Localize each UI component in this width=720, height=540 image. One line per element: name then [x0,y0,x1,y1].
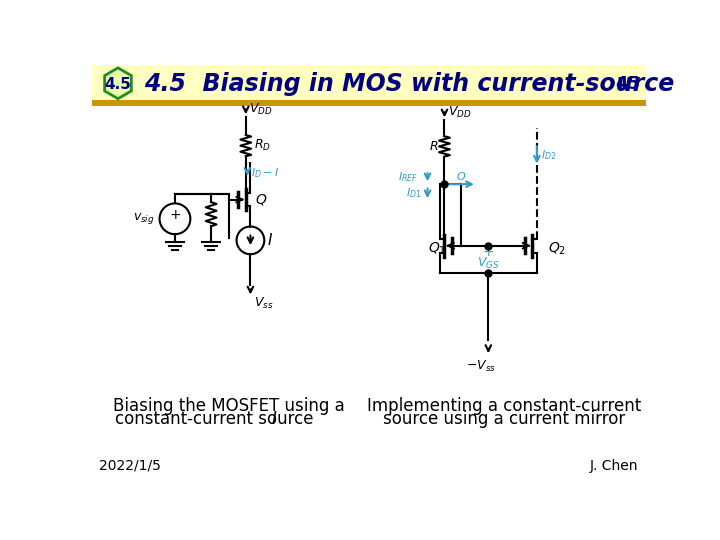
Text: $O$: $O$ [456,171,467,183]
Text: Biasing the MOSFET using a: Biasing the MOSFET using a [113,397,345,415]
Text: 4.5: 4.5 [104,77,132,92]
Text: $V_{DD}$: $V_{DD}$ [249,102,272,117]
Text: source using a current mirror: source using a current mirror [382,410,625,428]
Text: $R_D$: $R_D$ [253,138,271,153]
Text: $Q_1$: $Q_1$ [428,241,446,257]
Text: Implementing a constant-current: Implementing a constant-current [366,397,641,415]
Text: $v_{sig}$: $v_{sig}$ [133,211,155,226]
Text: $I$: $I$ [267,232,274,248]
Text: $I_{REF}$: $I_{REF}$ [398,170,418,184]
Text: $Q$: $Q$ [255,192,267,207]
Text: $Q_2$: $Q_2$ [548,241,566,257]
Text: +: + [482,245,494,259]
Text: $I_{D2}$: $I_{D2}$ [541,148,557,162]
Text: J. Chen: J. Chen [590,459,639,473]
Text: +: + [169,208,181,222]
FancyBboxPatch shape [92,100,647,106]
Text: $V_{GS}$: $V_{GS}$ [477,255,500,271]
Text: $-$: $-$ [482,266,495,280]
Text: 45: 45 [615,75,640,93]
Text: 2022/1/5: 2022/1/5 [99,459,161,473]
Text: $I_D - I$: $I_D - I$ [251,166,279,180]
Text: constant-current source: constant-current source [114,410,318,428]
FancyBboxPatch shape [92,65,647,103]
Text: 4.5  Biasing in MOS with current-source: 4.5 Biasing in MOS with current-source [144,72,675,96]
Text: $-V_{ss}$: $-V_{ss}$ [466,359,495,374]
Text: $V_{ss}$: $V_{ss}$ [253,296,273,311]
Text: $I_{D1}$: $I_{D1}$ [406,186,421,200]
Text: I: I [272,410,277,428]
Text: $V_{DD}$: $V_{DD}$ [448,105,471,120]
Text: $R$: $R$ [429,140,438,153]
